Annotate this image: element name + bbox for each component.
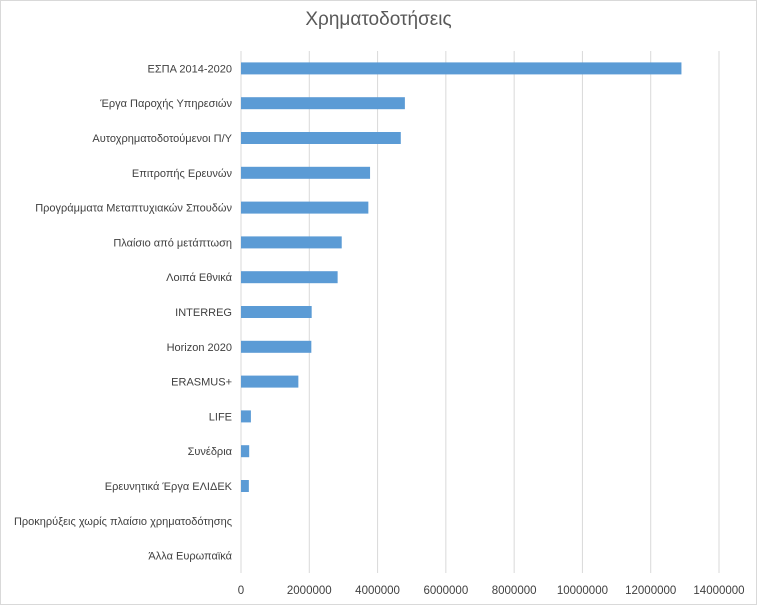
bar (241, 480, 249, 492)
category-label: Έργα Παροχής Υπηρεσιών (99, 98, 232, 110)
x-tick-label: 0 (238, 585, 244, 597)
bar (241, 97, 405, 110)
category-label: Επιτροπής Ερευνών (132, 168, 233, 180)
bar (241, 236, 342, 249)
category-labels: ΕΣΠΑ 2014-2020 Έργα Παροχής Υπηρεσιών Αυτο… (14, 63, 233, 562)
x-tick-labels: 0 2000000 4000000 6000000 8000000 10000000 120… (238, 585, 745, 597)
x-tick-label: 8000000 (492, 585, 537, 597)
category-label: ΕΣΠΑ 2014-2020 (148, 63, 232, 75)
category-label: Πλαίσιο από μετάπτωση (113, 237, 232, 249)
x-tick-label: 4000000 (355, 585, 400, 597)
category-label: Προκηρύξεις χωρίς πλαίσιο χρηματοδότησης (14, 516, 232, 528)
category-label: LIFE (209, 411, 232, 423)
bar (241, 201, 369, 214)
category-label: Προγράμματα Μεταπτυχιακών Σπουδών (35, 203, 232, 215)
gridlines (240, 51, 720, 573)
bar (241, 410, 251, 423)
bar (241, 166, 371, 179)
category-label: INTERREG (175, 307, 232, 319)
category-label: Horizon 2020 (167, 342, 232, 354)
category-label: Συνέδρια (188, 446, 233, 458)
bar (241, 340, 312, 353)
category-label: Ερευνητικά Έργα ΕΛΙΔΕΚ (105, 481, 233, 493)
bar (241, 306, 312, 318)
chart-title: Χρηματοδοτήσεις (305, 9, 452, 30)
x-tick-label: 12000000 (625, 585, 676, 597)
bar (241, 132, 401, 144)
category-label: Λοιπά Εθνικά (166, 272, 233, 284)
x-tick-label: 10000000 (557, 585, 608, 597)
bar (241, 445, 250, 458)
bar (241, 271, 338, 284)
x-tick-label: 2000000 (287, 585, 332, 597)
category-label: Άλλα Ευρωπαϊκά (148, 551, 232, 563)
x-tick-label: 14000000 (693, 585, 744, 597)
bars (241, 62, 682, 492)
category-label: ERASMUS+ (171, 377, 232, 389)
bar (241, 62, 682, 75)
x-tick-label: 6000000 (423, 585, 468, 597)
bar (241, 375, 299, 388)
category-label: Αυτοχρηματοδοτούμενοι Π/Υ (92, 133, 232, 145)
